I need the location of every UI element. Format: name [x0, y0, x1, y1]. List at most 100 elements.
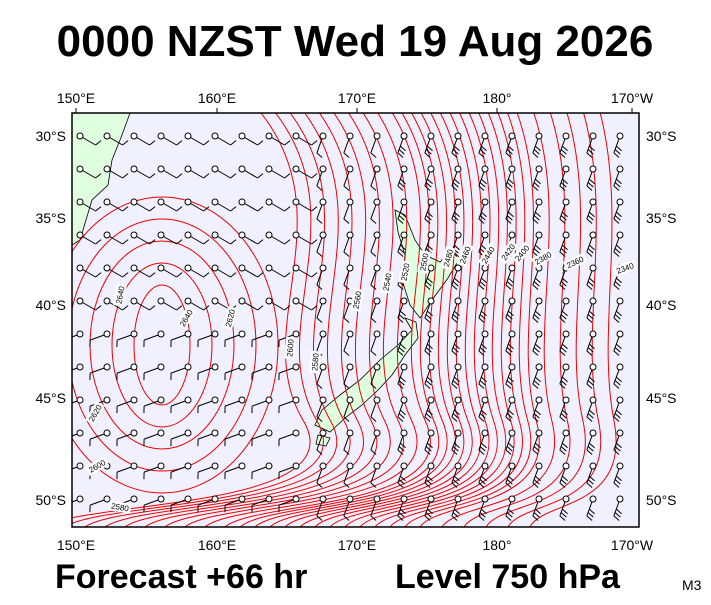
station: [401, 463, 407, 469]
station: [455, 364, 461, 370]
station: [158, 364, 164, 370]
lat-label: 50°S: [35, 492, 66, 508]
station: [77, 397, 83, 403]
station: [239, 166, 245, 172]
station: [266, 232, 272, 238]
station: [401, 232, 407, 238]
station: [374, 133, 380, 139]
contour-label: 2600: [285, 338, 296, 357]
station: [104, 496, 110, 502]
station: [158, 496, 164, 502]
station: [131, 232, 137, 238]
station: [536, 133, 542, 139]
station: [266, 496, 272, 502]
station: [131, 430, 137, 436]
station: [77, 232, 83, 238]
station: [293, 364, 299, 370]
station: [212, 397, 218, 403]
station: [374, 496, 380, 502]
station: [266, 364, 272, 370]
station: [104, 430, 110, 436]
lat-label: 40°S: [35, 297, 66, 313]
station: [239, 397, 245, 403]
station: [347, 265, 353, 271]
station: [428, 199, 434, 205]
station: [293, 331, 299, 337]
station: [563, 133, 569, 139]
station: [77, 298, 83, 304]
station: [104, 199, 110, 205]
lon-label: 150°E: [57, 90, 95, 106]
station: [374, 265, 380, 271]
station: [455, 496, 461, 502]
station: [374, 232, 380, 238]
station: [104, 232, 110, 238]
lat-label: 30°S: [646, 128, 677, 144]
station: [428, 232, 434, 238]
station: [428, 331, 434, 337]
station: [158, 265, 164, 271]
station: [104, 166, 110, 172]
station: [428, 496, 434, 502]
station: [401, 298, 407, 304]
station: [293, 430, 299, 436]
station: [212, 166, 218, 172]
station: [563, 364, 569, 370]
station: [185, 496, 191, 502]
station: [293, 199, 299, 205]
station: [320, 364, 326, 370]
station: [590, 199, 596, 205]
station: [320, 232, 326, 238]
station: [158, 133, 164, 139]
station: [455, 199, 461, 205]
station: [428, 166, 434, 172]
station: [374, 430, 380, 436]
station: [77, 166, 83, 172]
station: [212, 331, 218, 337]
station: [293, 166, 299, 172]
station: [185, 430, 191, 436]
station: [185, 364, 191, 370]
station: [320, 265, 326, 271]
station: [617, 166, 623, 172]
station: [347, 397, 353, 403]
station: [401, 199, 407, 205]
station: [212, 265, 218, 271]
station: [455, 463, 461, 469]
station: [482, 232, 488, 238]
station: [131, 364, 137, 370]
station: [617, 496, 623, 502]
station: [590, 496, 596, 502]
station: [266, 298, 272, 304]
station: [563, 496, 569, 502]
lon-label: 170°W: [611, 90, 654, 106]
station: [509, 298, 515, 304]
station: [239, 331, 245, 337]
station: [77, 331, 83, 337]
ocean: [72, 113, 639, 527]
station: [509, 397, 515, 403]
station: [482, 331, 488, 337]
station: [509, 232, 515, 238]
station: [131, 199, 137, 205]
station: [239, 364, 245, 370]
station: [482, 463, 488, 469]
station: [509, 166, 515, 172]
station: [617, 199, 623, 205]
station: [617, 298, 623, 304]
station: [401, 166, 407, 172]
station: [347, 331, 353, 337]
station: [185, 463, 191, 469]
station: [590, 430, 596, 436]
station: [455, 430, 461, 436]
station: [158, 397, 164, 403]
station: [266, 265, 272, 271]
station: [320, 166, 326, 172]
station: [212, 364, 218, 370]
station: [401, 397, 407, 403]
station: [482, 364, 488, 370]
lat-label: 45°S: [646, 390, 677, 406]
station: [563, 430, 569, 436]
level-label: Level 750 hPa: [395, 558, 621, 596]
station: [617, 232, 623, 238]
